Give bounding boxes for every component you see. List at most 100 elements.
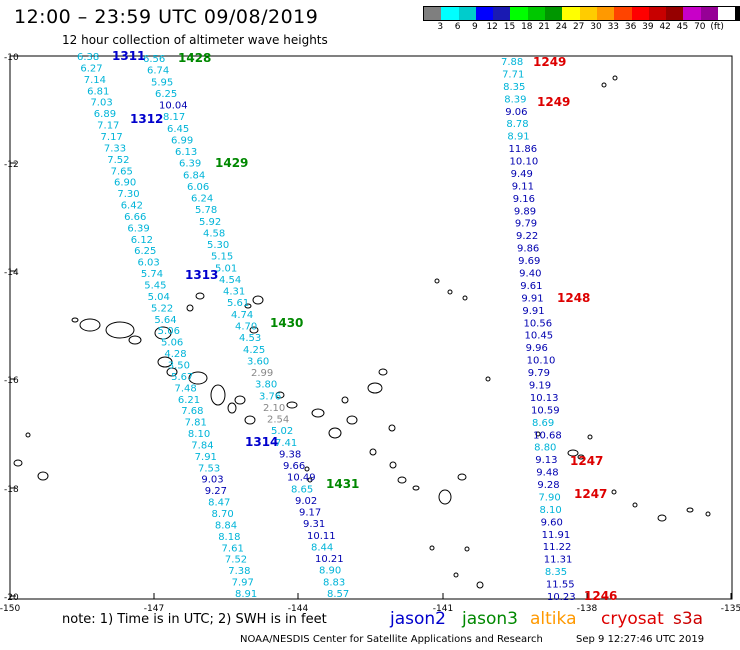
- swh-value: 6.39: [127, 223, 149, 234]
- swh-value: 7.38: [228, 566, 250, 577]
- scale-swatch: [700, 7, 719, 20]
- swh-value: 9.66: [283, 461, 305, 472]
- island: [249, 326, 259, 334]
- swh-value: 6.25: [155, 89, 177, 100]
- island: [166, 367, 178, 377]
- scale-label: 6: [454, 22, 461, 32]
- swh-value: 4.28: [164, 349, 186, 360]
- swh-value: 9.79: [515, 219, 537, 230]
- scale-label: 9: [472, 22, 478, 32]
- island: [275, 391, 285, 399]
- island: [188, 371, 208, 385]
- swh-value: 9.89: [514, 206, 536, 217]
- swh-value: 8.35: [545, 567, 567, 578]
- swh-value: 5.45: [144, 281, 166, 292]
- island: [154, 326, 172, 340]
- swh-value: 8.78: [506, 119, 528, 130]
- island: [453, 572, 459, 578]
- swh-value: 8.70: [211, 509, 233, 520]
- swh-value: 6.25: [134, 246, 156, 257]
- swh-value: 5.74: [141, 269, 163, 280]
- swh-value: 2.99: [251, 368, 273, 379]
- pass-label: 1430: [270, 316, 303, 330]
- swh-value: 7.90: [538, 492, 560, 503]
- island: [611, 489, 617, 495]
- island: [195, 292, 205, 300]
- swh-value: 10.56: [523, 318, 552, 329]
- color-scale: [423, 6, 740, 21]
- swh-value: 10.23: [547, 592, 576, 603]
- scale-swatch: [631, 7, 649, 20]
- swh-value: 9.28: [537, 480, 559, 491]
- scale-swatch: [718, 7, 736, 20]
- island: [157, 356, 173, 368]
- island: [434, 278, 440, 284]
- swh-value: 6.21: [178, 395, 200, 406]
- swh-value: 9.27: [205, 486, 227, 497]
- lon-label: -138: [577, 604, 598, 614]
- swh-value: 9.38: [279, 449, 301, 460]
- swh-value: 10.45: [525, 331, 554, 342]
- swh-value: 6.38: [77, 52, 99, 63]
- swh-value: 7.81: [185, 418, 207, 429]
- swh-value: 8.83: [323, 577, 345, 588]
- swh-value: 9.16: [513, 194, 535, 205]
- scale-swatch: [475, 7, 494, 20]
- island: [632, 502, 638, 508]
- swh-value: 5.15: [211, 252, 233, 263]
- swh-value: 10.68: [533, 430, 562, 441]
- swh-value: 7.41: [275, 438, 297, 449]
- swh-value: 6.06: [187, 182, 209, 193]
- swh-value: 4.74: [231, 310, 253, 321]
- island: [412, 485, 420, 491]
- swh-value: 7.88: [501, 57, 523, 68]
- swh-value: 2.54: [267, 415, 289, 426]
- swh-value: 7.97: [232, 578, 254, 589]
- pass-label: 1428: [178, 51, 211, 65]
- lat-label: -12: [4, 160, 19, 170]
- scale-swatch: [666, 7, 684, 20]
- pass-label: 1247: [570, 454, 603, 468]
- swh-value: 8.35: [503, 82, 525, 93]
- swh-value: 6.74: [147, 66, 169, 77]
- swh-value: 5.95: [151, 77, 173, 88]
- swh-value: 6.56: [143, 54, 165, 65]
- swh-value: 10.13: [530, 393, 559, 404]
- swh-value: 8.57: [327, 589, 349, 600]
- island: [105, 321, 135, 339]
- scale-swatch: [441, 7, 459, 20]
- swh-value: 6.45: [167, 124, 189, 135]
- swh-value: 9.06: [505, 107, 527, 118]
- island: [657, 514, 667, 522]
- swh-value: 10.21: [315, 554, 344, 565]
- swh-value: 9.91: [521, 293, 543, 304]
- scale-swatch: [424, 7, 442, 20]
- swh-value: 9.11: [512, 181, 534, 192]
- lat-label: -10: [4, 53, 19, 63]
- swh-value: 11.22: [543, 542, 572, 553]
- island: [311, 408, 325, 418]
- swh-value: 9.86: [517, 244, 539, 255]
- swh-value: 9.49: [511, 169, 533, 180]
- swh-value: 6.03: [138, 258, 160, 269]
- swh-value: 5.67: [171, 372, 193, 383]
- swh-value: 4.53: [239, 333, 261, 344]
- credit-timestamp: Sep 9 12:27:46 UTC 2019: [576, 634, 705, 645]
- swh-value: 7.48: [174, 383, 196, 394]
- page-subtitle: 12 hour collection of altimeter wave hei…: [62, 33, 328, 47]
- lat-label: -20: [4, 593, 19, 603]
- island: [304, 466, 310, 472]
- scale-swatch: [579, 7, 597, 20]
- swh-value: 6.13: [175, 147, 197, 158]
- scale-swatch: [562, 7, 580, 20]
- scale-swatch: [683, 7, 701, 20]
- scale-label: 27: [572, 22, 585, 32]
- swh-value: 9.91: [522, 306, 544, 317]
- scale-swatch: [458, 7, 476, 20]
- swh-value: 8.10: [540, 505, 562, 516]
- legend-cryosat: cryosat: [601, 609, 664, 629]
- swh-value: 6.66: [124, 212, 146, 223]
- swh-value: 4.31: [223, 287, 245, 298]
- swh-value: 10.10: [527, 356, 556, 367]
